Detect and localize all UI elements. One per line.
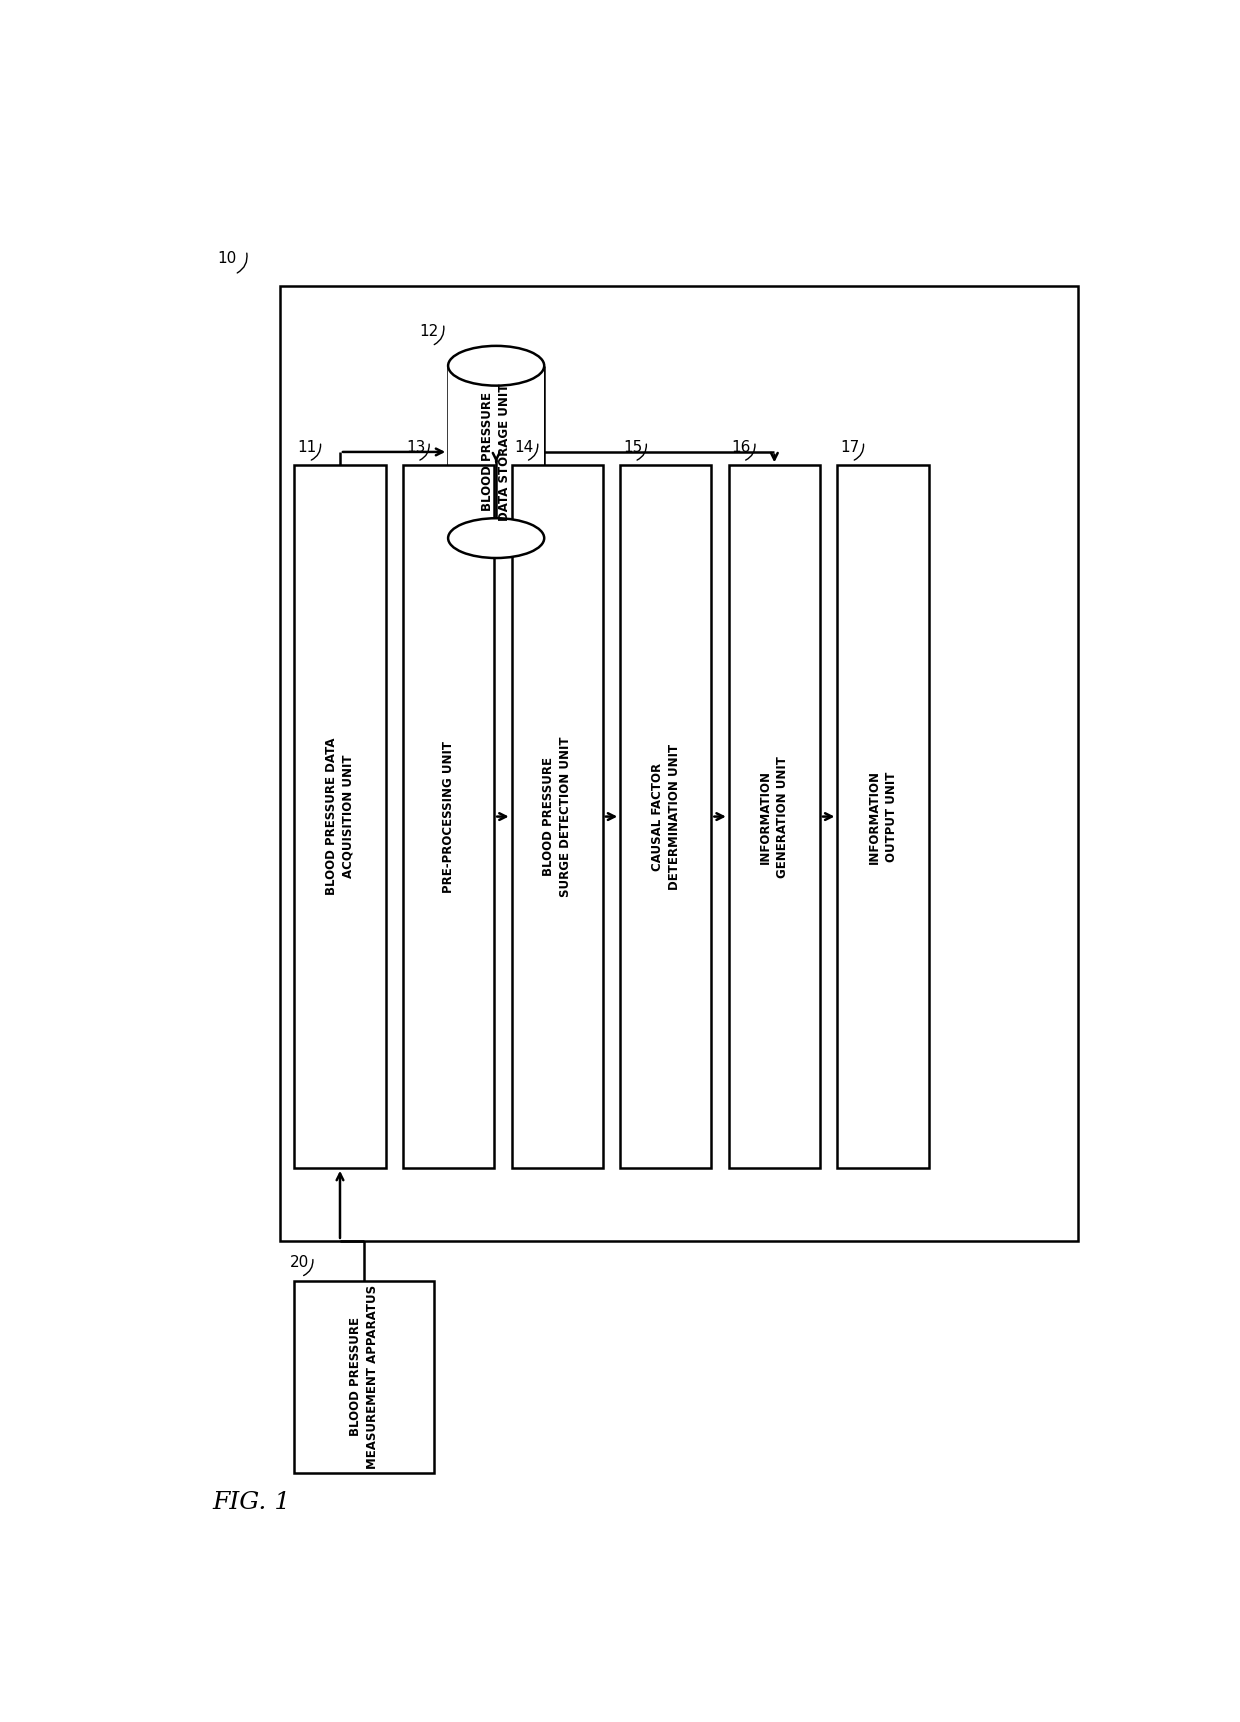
Text: 10: 10 xyxy=(217,251,237,267)
Bar xyxy=(729,465,820,1168)
Text: 15: 15 xyxy=(622,439,642,455)
Bar xyxy=(620,465,712,1168)
Text: 14: 14 xyxy=(515,439,533,455)
Bar xyxy=(294,1281,434,1472)
Bar xyxy=(294,465,386,1168)
Text: 13: 13 xyxy=(405,439,425,455)
Ellipse shape xyxy=(448,518,544,558)
Text: BLOOD PRESSURE
SURGE DETECTION UNIT: BLOOD PRESSURE SURGE DETECTION UNIT xyxy=(542,737,572,897)
Text: CAUSAL FACTOR
DETERMINATION UNIT: CAUSAL FACTOR DETERMINATION UNIT xyxy=(651,744,681,890)
Text: BLOOD PRESSURE DATA
ACQUISITION UNIT: BLOOD PRESSURE DATA ACQUISITION UNIT xyxy=(325,737,355,895)
Text: BLOOD PRESSURE
MEASUREMENT APPARATUS: BLOOD PRESSURE MEASUREMENT APPARATUS xyxy=(348,1285,379,1469)
Text: 12: 12 xyxy=(419,324,439,339)
Ellipse shape xyxy=(448,346,544,386)
Text: PRE-PROCESSING UNIT: PRE-PROCESSING UNIT xyxy=(443,740,455,892)
Text: 20: 20 xyxy=(289,1255,309,1271)
Text: 11: 11 xyxy=(298,439,316,455)
Text: INFORMATION
GENERATION UNIT: INFORMATION GENERATION UNIT xyxy=(759,756,790,878)
Bar xyxy=(448,365,544,537)
Text: 16: 16 xyxy=(732,439,751,455)
Text: 17: 17 xyxy=(841,439,859,455)
Text: INFORMATION
OUTPUT UNIT: INFORMATION OUTPUT UNIT xyxy=(868,770,898,863)
Bar xyxy=(403,465,495,1168)
Text: BLOOD PRESSURE
DATA STORAGE UNIT: BLOOD PRESSURE DATA STORAGE UNIT xyxy=(481,384,511,520)
Bar xyxy=(280,286,1078,1242)
Bar xyxy=(837,465,929,1168)
Bar xyxy=(512,465,603,1168)
Text: FIG. 1: FIG. 1 xyxy=(213,1491,291,1514)
